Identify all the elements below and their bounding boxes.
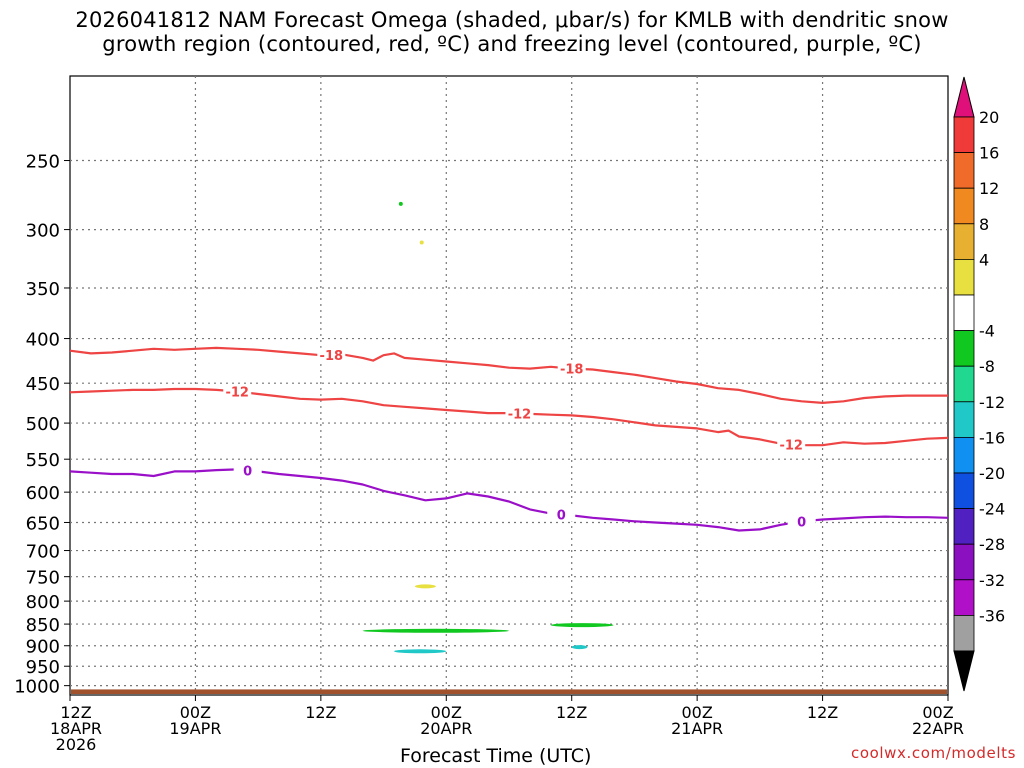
colorbar-swatch — [953, 330, 975, 367]
colorbar-label: 12 — [979, 179, 999, 198]
y-tick-label: 800 — [26, 592, 60, 613]
y-tick-label: 1000 — [14, 677, 60, 698]
colorbar-label: -4 — [979, 322, 995, 341]
contour-label-bg — [777, 437, 806, 452]
credit-text: coolwx.com/modelts — [851, 744, 1016, 762]
contour-label: -12 — [508, 407, 532, 422]
x-tick-label: 20APR — [420, 719, 472, 738]
contour-label: -18 — [560, 363, 584, 378]
contour-label-bg — [787, 514, 816, 529]
colorbar-swatch — [953, 615, 975, 652]
y-tick-label: 600 — [26, 483, 60, 504]
omega-shaded-area — [394, 649, 447, 654]
colorbar-swatch — [953, 116, 975, 153]
colorbar-swatch — [953, 579, 975, 616]
omega-shaded-area — [362, 628, 509, 633]
contour-label: 0 — [797, 515, 806, 530]
colorbar-label: -24 — [979, 500, 1005, 519]
colorbar-swatch — [953, 223, 975, 260]
colorbar-label: -16 — [979, 428, 1005, 447]
colorbar-label: -12 — [979, 393, 1005, 412]
contour-label-bg — [505, 406, 534, 421]
colorbar-label: -32 — [979, 571, 1005, 590]
y-tick-label: 750 — [26, 568, 60, 589]
x-tick-label: 2026 — [56, 735, 97, 754]
y-tick-label: 450 — [26, 374, 60, 395]
omega-shaded-area — [398, 201, 403, 206]
y-tick-label: 350 — [26, 279, 60, 300]
x-tick-label: 22APR — [912, 719, 964, 738]
x-tick-label: 12Z — [807, 703, 838, 722]
colorbar-label: 20 — [979, 108, 999, 127]
plot-frame — [69, 75, 949, 696]
x-tick-label: 00Z — [431, 703, 462, 722]
contour-line — [69, 468, 949, 532]
y-tick-label: 500 — [26, 414, 60, 435]
colorbar-bottom-arrow — [953, 650, 975, 692]
y-tick-label: 300 — [26, 221, 60, 242]
terrain-strip — [71, 689, 947, 694]
colorbar-label: 4 — [979, 250, 989, 269]
omega-shaded-area — [571, 645, 588, 650]
colorbar-swatch — [953, 152, 975, 189]
y-tick-label: 250 — [26, 152, 60, 173]
colorbar-swatch — [953, 543, 975, 581]
colorbar-label: -28 — [979, 535, 1005, 554]
y-tick-label: 400 — [26, 330, 60, 351]
y-tick-label: 550 — [26, 450, 60, 471]
colorbar-swatch — [953, 187, 975, 225]
contour-label: 0 — [243, 464, 252, 479]
contour-label: -12 — [779, 438, 803, 453]
colorbar-swatch — [953, 258, 975, 296]
colorbar-top-arrow — [953, 76, 975, 118]
x-tick-label: 21APR — [671, 719, 723, 738]
y-tick-label: 850 — [26, 615, 60, 636]
y-tick-label: 900 — [26, 637, 60, 658]
colorbar-swatch — [953, 508, 975, 545]
colorbar-swatch — [953, 436, 975, 474]
contour-label: -12 — [225, 386, 249, 401]
x-tick-label: 00Z — [922, 703, 953, 722]
chart-title-line1: 2026041812 NAM Forecast Omega (shaded, μ… — [75, 8, 949, 32]
colorbar-swatch — [953, 365, 975, 403]
colorbar-swatch — [953, 472, 975, 509]
contour-label-bg — [547, 507, 576, 522]
colorbar-label: -36 — [979, 606, 1005, 625]
contour-label-bg — [233, 463, 262, 478]
y-tick-label: 700 — [26, 542, 60, 563]
x-axis-title: Forecast Time (UTC) — [400, 745, 592, 767]
colorbar-label: -8 — [979, 357, 995, 376]
omega-shaded-area — [419, 240, 424, 245]
x-tick-label: 00Z — [681, 703, 712, 722]
colorbar-swatch — [953, 294, 975, 331]
x-tick-label: 12Z — [305, 703, 336, 722]
x-tick-label: 18APR — [50, 719, 102, 738]
contour-label: 0 — [557, 509, 566, 524]
contour-label-bg — [557, 361, 586, 376]
x-tick-label: 12Z — [60, 703, 91, 722]
colorbar-swatch — [953, 401, 975, 438]
contour-label-bg — [317, 347, 346, 362]
colorbar-label: 8 — [979, 215, 989, 234]
contour-line — [69, 346, 948, 404]
omega-shaded-area — [550, 623, 614, 628]
omega-shaded-area — [414, 584, 436, 589]
contour-label-bg — [223, 384, 252, 399]
y-tick-label: 650 — [26, 513, 60, 534]
x-tick-label: 12Z — [556, 703, 587, 722]
colorbar-label: -20 — [979, 464, 1005, 483]
y-tick-label: 950 — [26, 657, 60, 678]
x-tick-label: 19APR — [169, 719, 221, 738]
chart-title-line2: growth region (contoured, red, ºC) and f… — [102, 32, 922, 56]
colorbar-label: 16 — [979, 144, 999, 163]
contour-label: -18 — [320, 349, 344, 364]
x-tick-label: 00Z — [180, 703, 211, 722]
